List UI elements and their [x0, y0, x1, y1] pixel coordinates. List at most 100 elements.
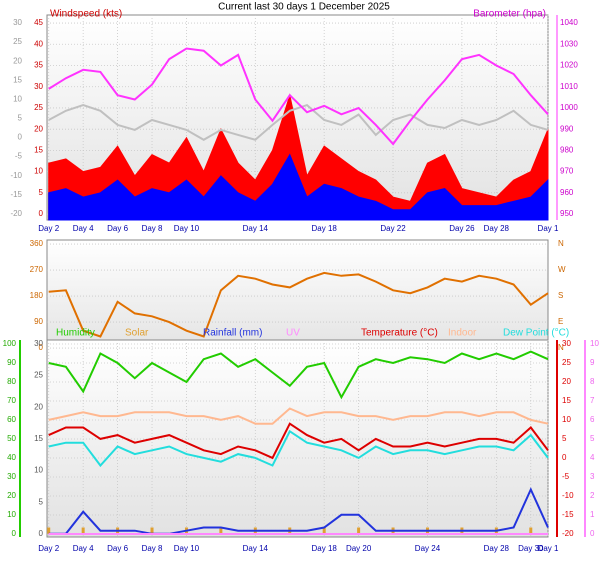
x-tick-label: Day 6 — [107, 224, 128, 233]
bar — [47, 527, 51, 534]
y3-tick-label: 25 — [13, 37, 22, 46]
y2-tick-label: E — [558, 317, 563, 326]
y-tick-label: 10 — [34, 167, 43, 176]
y2-tick-label: 0 — [562, 453, 567, 462]
y2-tick-label: -5 — [562, 472, 570, 481]
y2-tick-label: 990 — [560, 124, 574, 133]
series-line — [48, 429, 549, 468]
y2-tick-label: 25 — [562, 358, 571, 367]
y3-tick-label: 15 — [13, 75, 22, 84]
series-area — [48, 93, 549, 221]
y2-axis-label: Barometer (hpa) — [473, 9, 546, 20]
y-tick-label: 10 — [7, 510, 16, 519]
x-tick-label: Day 22 — [380, 224, 406, 233]
plot-area — [46, 339, 549, 538]
series-line — [48, 47, 549, 146]
bar — [81, 527, 85, 534]
series-area — [48, 153, 549, 221]
y-tick-label: 30 — [34, 82, 43, 91]
y2-tick-label: 1000 — [560, 103, 578, 112]
y2-tick-label: 960 — [560, 188, 574, 197]
y2-tick-label: -20 — [562, 529, 574, 538]
y4-tick-label: 6 — [590, 415, 595, 424]
y3-tick-label: 15 — [34, 434, 43, 443]
y3-tick-label: 5 — [18, 114, 23, 123]
x-tick-label: Day 18 — [312, 544, 338, 553]
x-tick-label: Day 30 — [518, 544, 544, 553]
x-tick-label: Day 10 — [174, 224, 200, 233]
y3-tick-label: 25 — [34, 371, 43, 380]
y2-tick-label: N — [558, 343, 564, 352]
x-tick-label: Day 4 — [73, 224, 94, 233]
y3-tick-label: 5 — [39, 497, 44, 506]
y-tick-label: 15 — [34, 146, 43, 155]
x-tick-label: Day 28 — [484, 544, 510, 553]
x-tick-label: Day 8 — [142, 544, 163, 553]
bar — [219, 527, 223, 534]
y-tick-label: 60 — [7, 415, 16, 424]
y2-tick-label: S — [558, 291, 563, 300]
y-tick-label: 30 — [7, 472, 16, 481]
y4-tick-label: 0 — [590, 529, 595, 538]
x-tick-label: Day 1 — [538, 224, 559, 233]
y-tick-label: 5 — [39, 188, 44, 197]
y2-tick-label: 1020 — [560, 61, 578, 70]
y3-tick-label: -20 — [10, 209, 22, 218]
x-tick-label: Day 14 — [243, 224, 269, 233]
y3-tick-label: 20 — [34, 402, 43, 411]
legend-label: Solar — [125, 328, 149, 339]
y-tick-label: 90 — [7, 358, 16, 367]
y2-tick-label: -15 — [562, 510, 574, 519]
y-tick-label: 360 — [30, 239, 44, 248]
y3-tick-label: -15 — [10, 190, 22, 199]
y2-tick-label: 1010 — [560, 82, 578, 91]
y-tick-label: 90 — [34, 317, 43, 326]
x-tick-label: Day 20 — [346, 544, 372, 553]
y-tick-label: 20 — [34, 124, 43, 133]
x-tick-label: Day 26 — [449, 224, 475, 233]
y3-tick-label: 30 — [13, 18, 22, 27]
bar — [357, 527, 361, 534]
series-line — [48, 350, 549, 400]
legend-label: Rainfall (mm) — [203, 328, 262, 339]
y-tick-label: 0 — [39, 343, 44, 352]
x-tick-label: Day 18 — [312, 224, 338, 233]
y4-tick-label: 2 — [590, 491, 595, 500]
y3-tick-label: 20 — [13, 56, 22, 65]
y-tick-label: 20 — [7, 491, 16, 500]
y4-tick-label: 9 — [590, 358, 595, 367]
x-tick-label: Day 10 — [174, 544, 200, 553]
y4-tick-label: 4 — [590, 453, 595, 462]
y-tick-label: 40 — [34, 39, 43, 48]
y2-tick-label: 950 — [560, 209, 574, 218]
y2-tick-label: 970 — [560, 167, 574, 176]
series-line — [48, 422, 549, 460]
y2-tick-label: -10 — [562, 491, 574, 500]
y-tick-label: 80 — [7, 377, 16, 386]
y-tick-label: 100 — [3, 339, 17, 348]
y4-tick-label: 3 — [590, 472, 595, 481]
y3-tick-label: -10 — [10, 171, 22, 180]
y2-tick-label: 5 — [562, 434, 567, 443]
series-line — [48, 487, 549, 535]
x-tick-label: Day 2 — [38, 544, 59, 553]
y2-tick-label: 1040 — [560, 18, 578, 27]
series-line — [48, 103, 549, 141]
y2-tick-label: 30 — [562, 339, 571, 348]
x-tick-label: Day 8 — [142, 224, 163, 233]
y-axis-label: Windspeed (kts) — [50, 9, 122, 20]
legend-label: Indoor — [448, 328, 477, 339]
legend-label: Humidity — [56, 328, 95, 339]
y-tick-label: 180 — [30, 291, 44, 300]
x-tick-label: Day 1 — [538, 544, 559, 553]
legend-label: Temperature (°C) — [361, 328, 438, 339]
y2-tick-label: 980 — [560, 146, 574, 155]
y-tick-label: 0 — [12, 529, 17, 538]
y-tick-label: 25 — [34, 103, 43, 112]
y-tick-label: 45 — [34, 18, 43, 27]
y3-tick-label: 10 — [34, 466, 43, 475]
y-tick-label: 270 — [30, 265, 44, 274]
plot-area — [46, 239, 549, 356]
legend-label: Dew Point (°C) — [503, 328, 569, 339]
